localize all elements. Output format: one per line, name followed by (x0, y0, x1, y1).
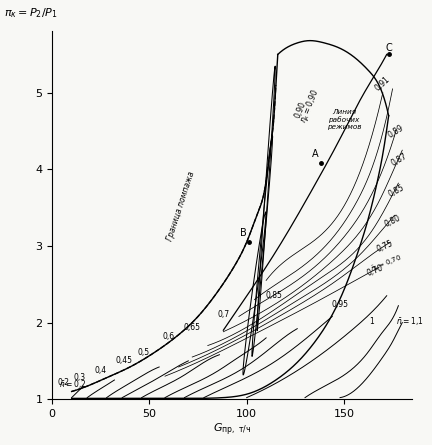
Text: 0,45: 0,45 (116, 356, 133, 365)
Text: 0,70: 0,70 (366, 263, 385, 278)
Text: A: A (312, 150, 319, 159)
Text: 0,95: 0,95 (331, 300, 349, 309)
Text: 0,3: 0,3 (73, 373, 86, 382)
Text: 0,89: 0,89 (386, 124, 405, 140)
X-axis label: $G_{\rm пр,\ т/ч}$: $G_{\rm пр,\ т/ч}$ (213, 422, 251, 438)
Text: 0,91: 0,91 (373, 75, 391, 93)
Text: C: C (385, 43, 392, 53)
Text: 0,5: 0,5 (137, 348, 149, 357)
Text: 0,4: 0,4 (95, 366, 107, 375)
Text: 0,7: 0,7 (217, 311, 229, 320)
Text: 0,87: 0,87 (390, 152, 409, 168)
Text: B: B (240, 228, 247, 238)
Text: $\bar{n} = 0{,}2$: $\bar{n} = 0{,}2$ (59, 378, 86, 390)
Text: $\bar{\eta}_\kappa = 0{,}70$: $\bar{\eta}_\kappa = 0{,}70$ (369, 253, 404, 275)
Text: 0,80: 0,80 (383, 214, 402, 229)
Text: Граница помпажа: Граница помпажа (165, 170, 196, 242)
Text: Линия
рабочих
режимов: Линия рабочих режимов (327, 109, 361, 129)
Text: 0,85: 0,85 (386, 182, 406, 198)
Text: 0,85: 0,85 (266, 291, 283, 299)
Text: $\pi_\kappa = P_2/P_1$: $\pi_\kappa = P_2/P_1$ (3, 6, 57, 20)
Text: 0,2: 0,2 (58, 378, 70, 387)
Text: 0,6: 0,6 (163, 332, 175, 341)
Text: $\eta_\kappa = 0{,}90$: $\eta_\kappa = 0{,}90$ (297, 87, 323, 125)
Text: 1: 1 (369, 317, 374, 326)
Text: 0,75: 0,75 (375, 239, 394, 254)
Text: 0,65: 0,65 (184, 323, 201, 332)
Text: 0,90: 0,90 (293, 101, 308, 120)
Text: $\bar{n} = 1{,}1$: $\bar{n} = 1{,}1$ (397, 315, 424, 327)
